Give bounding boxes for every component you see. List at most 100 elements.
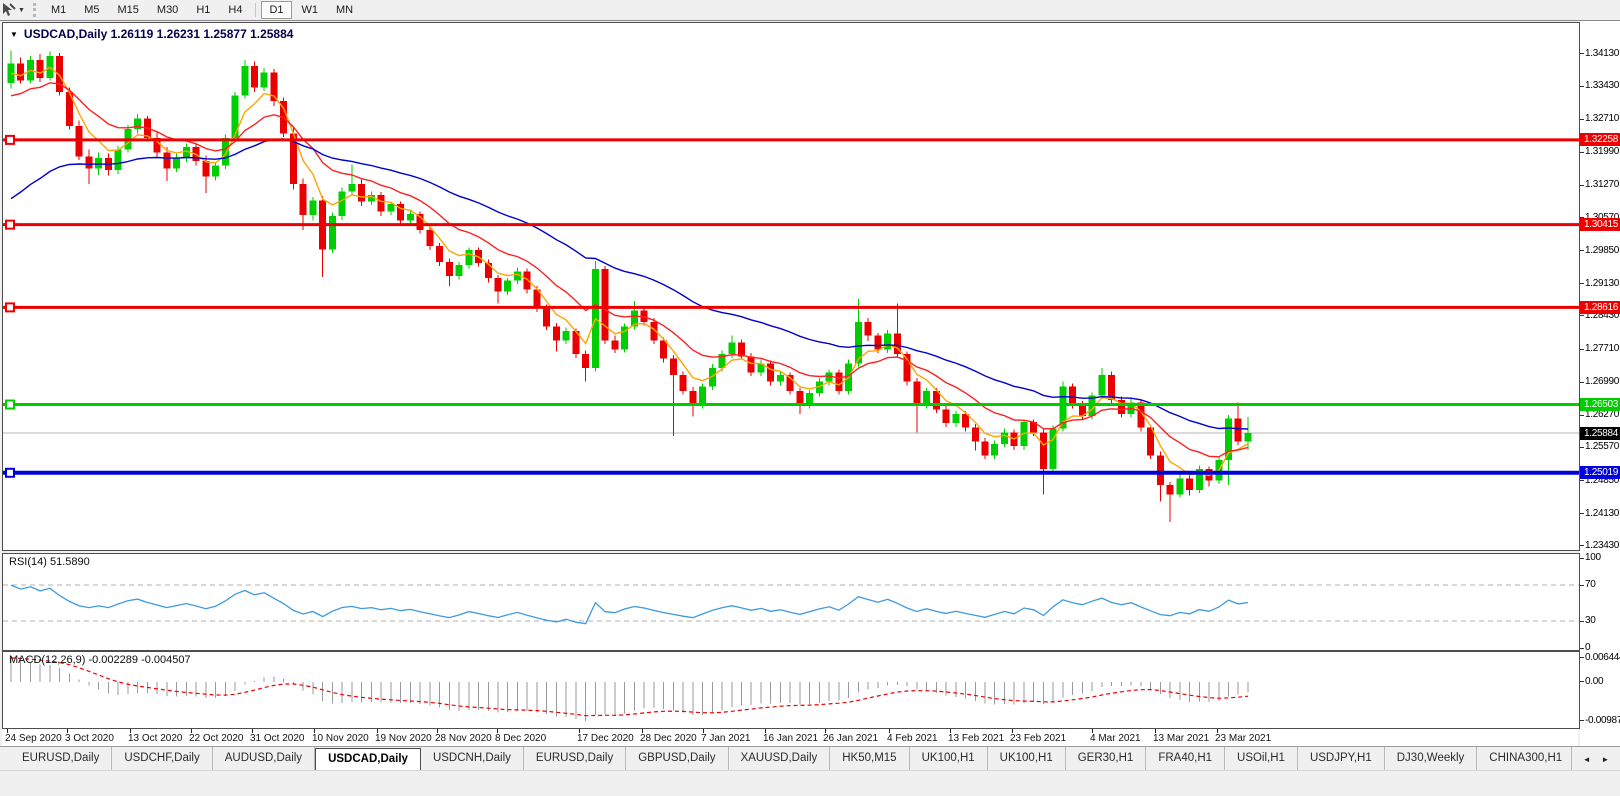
timeframe-button-m15[interactable]: M15 xyxy=(117,4,139,16)
timeframe-toolbar: ▼ M1 M5 M15 M30 H1 H4 D1 W1 MN xyxy=(0,0,1620,21)
date-tick-label: 17 Dec 2020 xyxy=(577,733,634,744)
date-tick xyxy=(1155,729,1156,733)
cursor-tool-icon[interactable] xyxy=(2,2,16,18)
date-tick-label: 28 Dec 2020 xyxy=(640,733,697,744)
timeframe-button-m5[interactable]: M5 xyxy=(84,4,100,16)
time-axis[interactable]: 24 Sep 2020 3 Oct 2020 13 Oct 2020 22 Oct 2… xyxy=(2,729,1578,747)
hline-handle-icon[interactable] xyxy=(5,399,15,410)
price-tick-label: 1.27710 xyxy=(1585,343,1620,355)
chart-tab-bar: EURUSD,Daily USDCHF,Daily AUDUSD,Daily USDC… xyxy=(0,746,1620,771)
date-tick-label: 4 Feb 2021 xyxy=(887,733,938,744)
timeframe-button-w1[interactable]: W1 xyxy=(301,4,319,16)
tab-eurusd-daily[interactable]: EURUSD,Daily xyxy=(10,747,113,771)
price-tick-label: 1.24130 xyxy=(1585,507,1620,519)
price-tick xyxy=(1580,414,1584,416)
date-tick-label: 13 Mar 2021 xyxy=(1153,733,1210,744)
tab-china300-h1[interactable]: CHINA300,H1 xyxy=(1477,747,1571,771)
macd-signal-line xyxy=(10,657,1249,717)
rsi-pane[interactable]: RSI(14) 51.5890 xyxy=(2,553,1580,651)
toolbar-grip xyxy=(32,3,36,17)
price-tick xyxy=(1580,85,1584,87)
tab-audusd-daily[interactable]: AUDUSD,Daily xyxy=(213,747,316,771)
date-tick xyxy=(1092,729,1093,733)
hline-handle-icon[interactable] xyxy=(5,134,15,145)
date-tick-label: 16 Jan 2021 xyxy=(763,733,819,744)
tab-usdcnh-daily[interactable]: USDCNH,Daily xyxy=(421,747,524,771)
price-tick xyxy=(1580,513,1584,515)
date-tick-label: 24 Sep 2020 xyxy=(5,733,62,744)
tab-hk50-m15[interactable]: HK50,M15 xyxy=(830,747,910,771)
rsi-label: RSI(14) 51.5890 xyxy=(9,556,90,568)
price-tick-label: 1.34130 xyxy=(1585,47,1620,59)
tab-usdjpy-h1[interactable]: USDJPY,H1 xyxy=(1298,747,1385,771)
cursor-tool-glyph xyxy=(3,3,16,16)
price-tick xyxy=(1580,348,1584,350)
price-tick xyxy=(1580,250,1584,252)
main-chart-pane[interactable]: ▼ USDCAD,Daily 1.26119 1.26231 1.25877 1… xyxy=(2,22,1580,551)
date-tick xyxy=(437,729,438,733)
chart-window: ▼ USDCAD,Daily 1.26119 1.26231 1.25877 1… xyxy=(0,20,1620,747)
tab-fra40-h1[interactable]: FRA40,H1 xyxy=(1146,747,1226,771)
date-tick xyxy=(497,729,498,733)
date-tick xyxy=(252,729,253,733)
tab-ger30-h1[interactable]: GER30,H1 xyxy=(1066,747,1147,771)
tab-dj30-weekly[interactable]: DJ30,Weekly xyxy=(1385,747,1478,771)
timeframe-button-m1[interactable]: M1 xyxy=(50,4,67,16)
timeframe-button-mn[interactable]: MN xyxy=(336,4,354,16)
tab-xauusd-daily[interactable]: XAUUSD,Daily xyxy=(729,747,831,771)
date-tick xyxy=(642,729,643,733)
price-axis[interactable]: 1.34130 1.33430 1.32710 1.31990 1.31270 1.305… xyxy=(1580,21,1620,747)
price-tick-label: 1.25570 xyxy=(1585,441,1620,453)
rsi-line xyxy=(10,584,1249,625)
tab-usoil-h1[interactable]: USOil,H1 xyxy=(1225,747,1298,771)
tab-scroll-right-icon[interactable]: ► xyxy=(1601,754,1610,764)
bottom-strip xyxy=(0,770,1620,796)
price-tick-label: 1.33430 xyxy=(1585,80,1620,91)
price-tick-label: 1.30570 xyxy=(1585,211,1620,223)
candles xyxy=(7,50,1252,522)
rsi-tick xyxy=(1580,620,1584,622)
tab-uk100-h1[interactable]: UK100,H1 xyxy=(988,747,1066,771)
chart-tabs: EURUSD,Daily USDCHF,Daily AUDUSD,Daily USDC… xyxy=(0,747,1571,771)
price-tick xyxy=(1580,381,1584,383)
tab-scroll-left-icon[interactable]: ◄ xyxy=(1582,754,1591,764)
rsi-tick-label: 0 xyxy=(1585,642,1591,653)
timeframe-button-h4[interactable]: H4 xyxy=(228,4,243,16)
macd-tick-label: 0.00 xyxy=(1585,675,1604,687)
price-level-badge: 1.25019 xyxy=(1580,466,1620,480)
price-level-badge: 1.32258 xyxy=(1580,133,1620,147)
date-tick xyxy=(191,729,192,733)
tab-gbpusd-daily[interactable]: GBPUSD,Daily xyxy=(626,747,729,771)
hline-handle-icon[interactable] xyxy=(5,302,15,313)
price-level-badge: 1.25884 xyxy=(1580,426,1620,440)
macd-pane[interactable]: MACD(12,26,9) -0.002289 -0.004507 xyxy=(2,651,1580,729)
date-tick xyxy=(7,729,8,733)
tab-usdcad-daily[interactable]: USDCAD,Daily xyxy=(315,748,421,771)
hline-handle-icon[interactable] xyxy=(5,219,15,230)
tab-uk100-h1[interactable]: UK100,H1 xyxy=(910,747,988,771)
timeframe-button-d1[interactable]: D1 xyxy=(261,1,292,19)
slow-ma-line xyxy=(10,138,1249,430)
date-tick xyxy=(1217,729,1218,733)
tool-dropdown-caret-icon[interactable]: ▼ xyxy=(18,6,25,14)
date-tick xyxy=(377,729,378,733)
fast-ma-line xyxy=(10,66,1249,477)
timeframe-button-h1[interactable]: H1 xyxy=(196,4,211,16)
tab-eurusd-daily[interactable]: EURUSD,Daily xyxy=(524,747,627,771)
price-tick-label: 1.26990 xyxy=(1585,376,1620,388)
chart-menu-icon[interactable]: ▼ xyxy=(10,29,18,39)
date-tick-label: 31 Oct 2020 xyxy=(250,733,305,744)
timeframe-buttons: M1 M5 M15 M30 H1 H4 D1 W1 MN xyxy=(42,1,362,19)
timeframe-button-m30[interactable]: M30 xyxy=(156,4,179,16)
tab-usdchf-daily[interactable]: USDCHF,Daily xyxy=(112,747,213,771)
price-tick xyxy=(1580,315,1584,317)
date-tick-label: 22 Oct 2020 xyxy=(189,733,244,744)
date-tick-label: 23 Feb 2021 xyxy=(1010,733,1067,744)
rsi-canvas xyxy=(3,584,1579,625)
date-tick-label: 26 Jan 2021 xyxy=(823,733,879,744)
price-level-badge: 1.26503 xyxy=(1580,398,1620,412)
price-level-badge: 1.30415 xyxy=(1580,218,1620,232)
price-tick xyxy=(1580,53,1584,55)
date-tick xyxy=(889,729,890,733)
hline-handle-icon[interactable] xyxy=(5,467,15,478)
